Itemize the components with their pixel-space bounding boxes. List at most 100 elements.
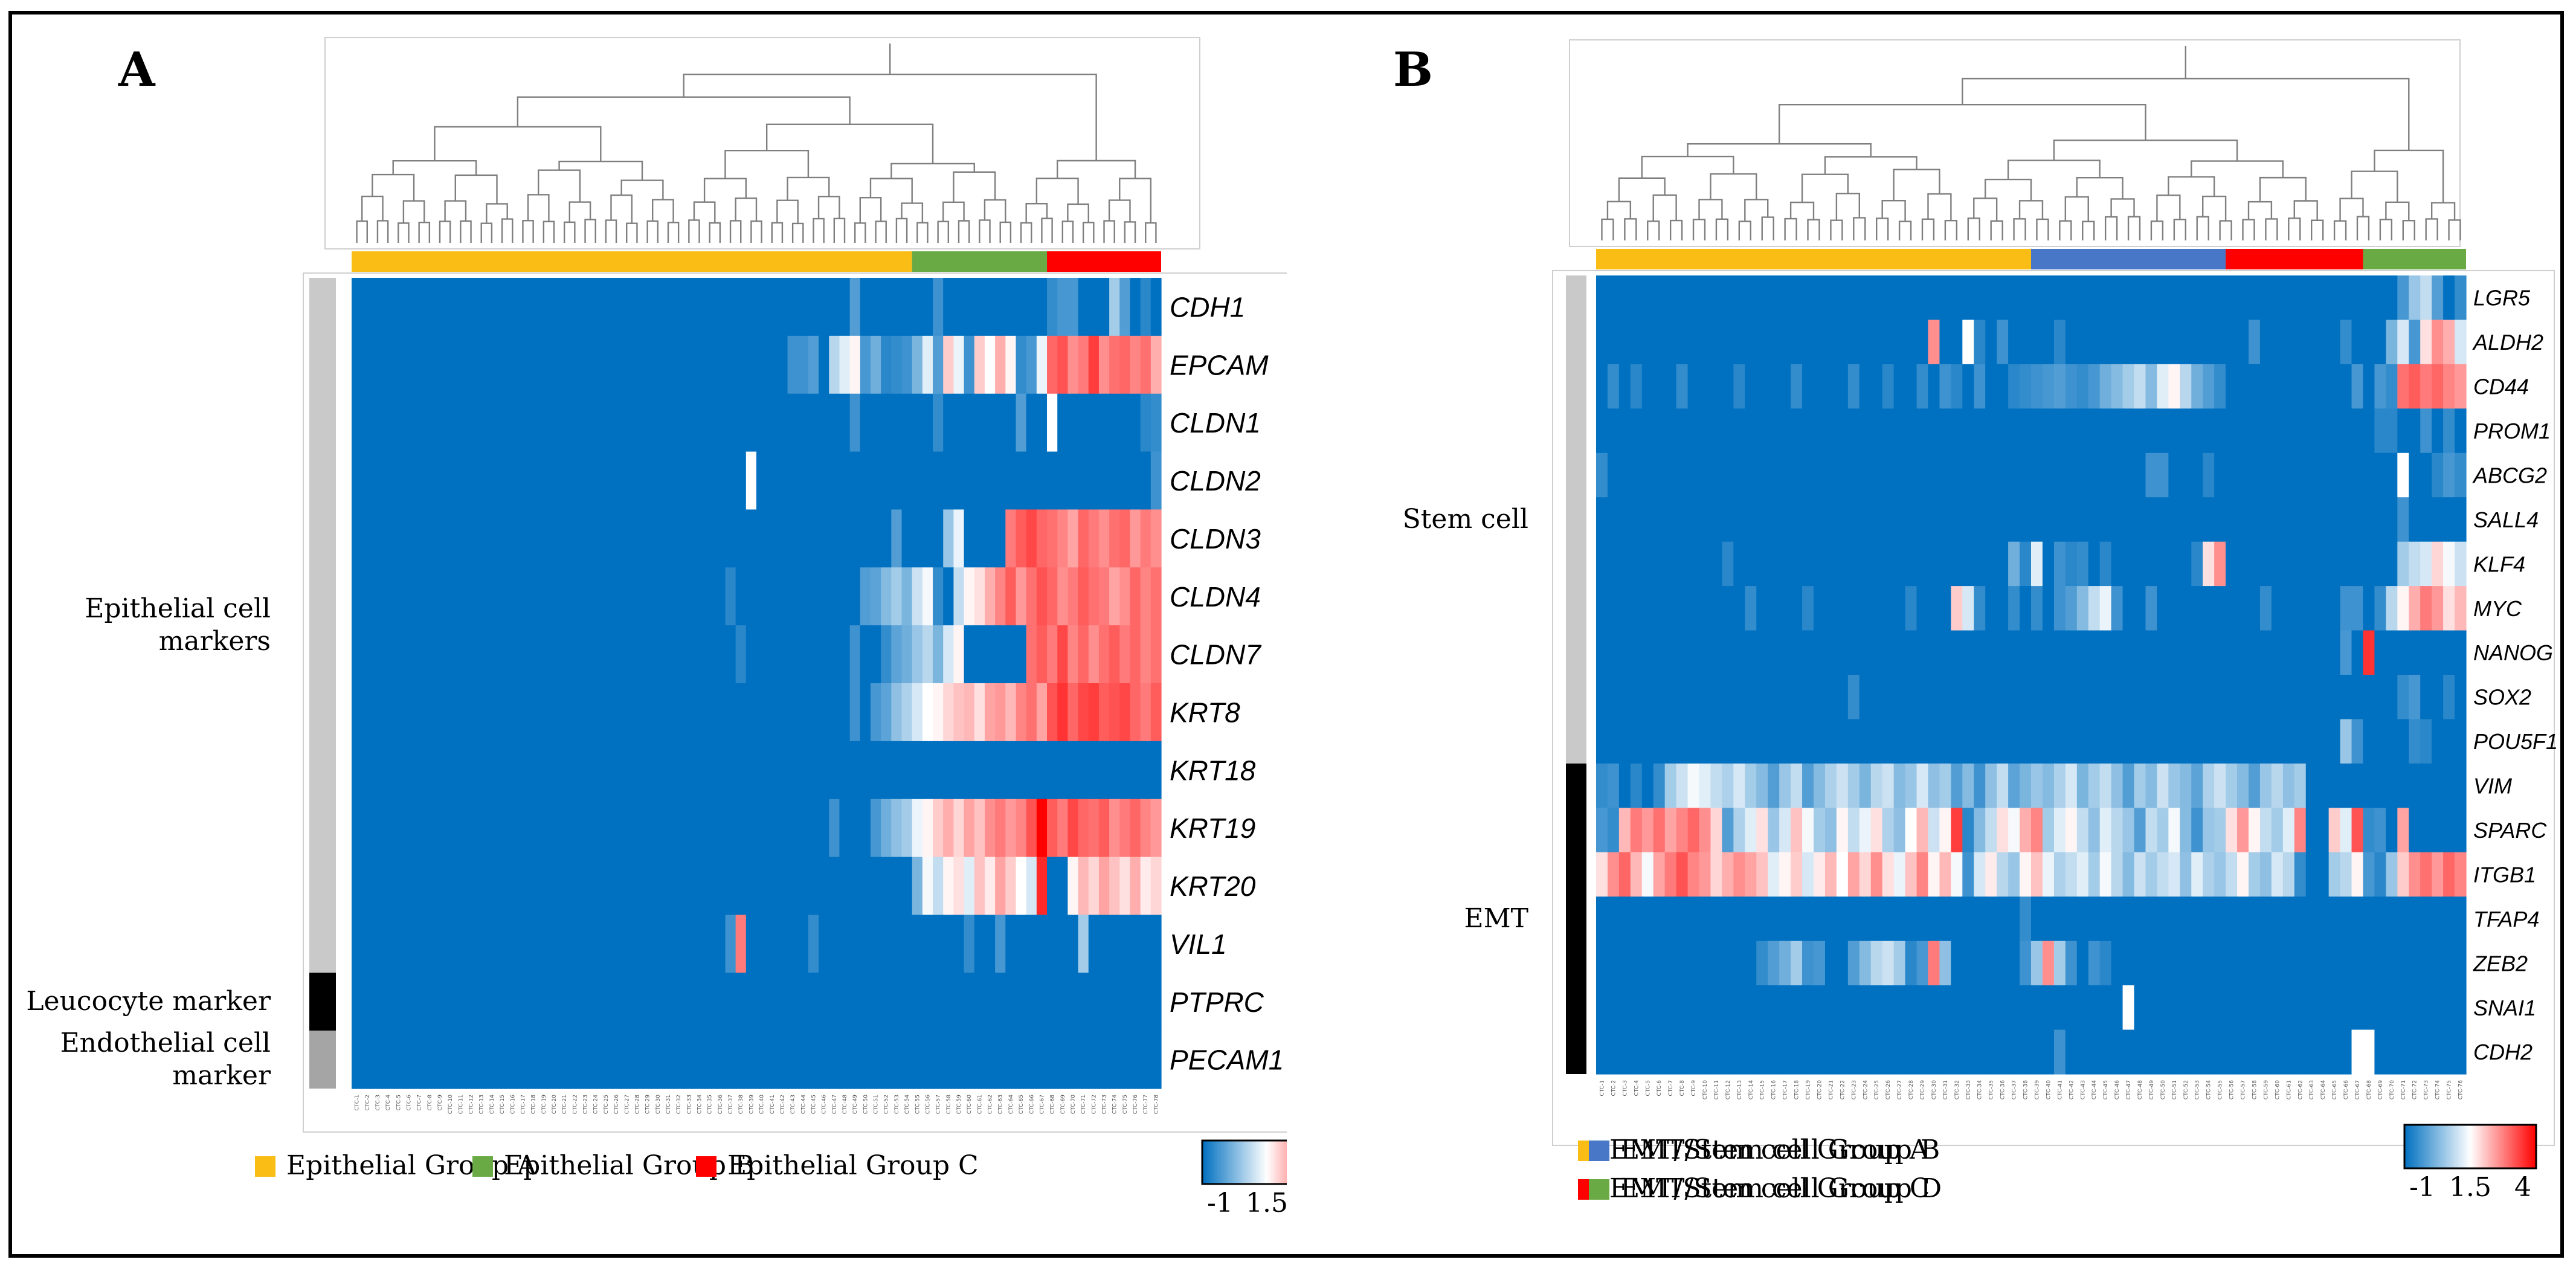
sample-label: CTC-26 [1885,1080,1892,1100]
heatmap-cell [1630,941,1643,986]
heatmap-cell [517,741,529,800]
heatmap-cell [953,335,965,394]
heatmap-cell [1974,1029,1986,1075]
heatmap-cell [1779,985,1791,1031]
heatmap-cell [1905,541,1918,587]
heatmap-cell [849,625,861,684]
heatmap-cell [2168,408,2180,454]
heatmap-cell [621,567,633,626]
dendrogram-branch [1801,173,1849,202]
heatmap-cell [517,915,529,973]
heatmap-cell [549,625,560,684]
heatmap-cell [891,915,903,973]
heatmap-cell [2191,941,2203,986]
heatmap-cell [901,741,913,800]
heatmap-cell [497,915,508,973]
heatmap-cell [1985,1029,1997,1075]
heatmap-cell [964,683,975,742]
heatmap-cell [2145,852,2158,897]
heatmap-cell [2249,586,2261,631]
heatmap-cell [621,393,633,452]
heatmap-cell [2386,630,2398,675]
heatmap-cell [2157,586,2169,631]
heatmap-cell [445,278,456,336]
heatmap-cell [2294,675,2307,720]
heatmap-cell [1824,586,1837,631]
heatmap-cell [1687,364,1700,409]
heatmap-cell [1745,586,1757,631]
heatmap-cell [673,451,684,510]
heatmap-cell [745,741,757,800]
heatmap-cell [1893,719,1906,764]
colorbar-step [2426,1125,2429,1168]
colorbar-step [2531,1125,2534,1168]
heatmap-cell [1664,985,1677,1031]
heatmap-cell [1779,408,1791,454]
heatmap-cell [579,451,591,510]
sample-label: CTC-9 [1691,1080,1697,1096]
heatmap-cell [1036,741,1048,800]
heatmap-cell [1150,799,1162,858]
heatmap-cell [2294,941,2307,986]
heatmap-cell [1974,497,1986,542]
heatmap-cell [881,973,892,1031]
heatmap-cell [601,915,612,973]
heatmap-cell [2145,630,2158,675]
heatmap-cell [819,799,829,858]
heatmap-cell [870,625,881,684]
heatmap-cell [2111,452,2124,498]
heatmap-cell [2191,408,2203,454]
dendrogram-branch [979,219,991,243]
heatmap-cell [1607,675,1620,720]
heatmap-cell [2397,941,2409,986]
heatmap-cell [922,393,933,452]
heatmap-cell [1150,625,1162,684]
heatmap-cell [1814,1029,1826,1075]
heatmap-cell [819,451,829,510]
sample-label: CTC-32 [676,1095,682,1114]
dendrogram-branch [2311,219,2324,240]
heatmap-cell [1824,985,1837,1031]
heatmap-cell [1939,896,1951,942]
heatmap-cell [1905,275,1918,321]
heatmap-cell [1974,408,1986,454]
heatmap-cell [2305,408,2318,454]
heatmap-cell [1710,941,1723,986]
heatmap-cell [1870,630,1883,675]
heatmap-cell [403,741,414,800]
heatmap-cell [2214,808,2226,853]
colorbar-step [1223,1141,1226,1184]
heatmap-cell [2432,630,2444,675]
heatmap-cell [881,335,892,394]
heatmap-cell [2214,1029,2226,1075]
heatmap-cell [2076,763,2089,808]
heatmap-cell [1699,630,1711,675]
heatmap-cell [2317,852,2330,897]
heatmap-cell [964,567,975,626]
heatmap-cell [1824,364,1837,409]
heatmap-cell [2214,763,2226,808]
heatmap-cell [642,509,653,568]
heatmap-cell [403,509,414,568]
heatmap-cell [860,1031,871,1089]
heatmap-cell [715,625,726,684]
heatmap-cell [2191,541,2203,587]
heatmap-cell [579,741,591,800]
heatmap-cell [797,509,809,568]
dendrogram-branch [2242,219,2255,240]
heatmap-cell [2191,320,2203,365]
heatmap-cell [1130,799,1141,858]
heatmap-cell [829,1031,840,1089]
heatmap-cell [549,1031,560,1089]
heatmap-cell [507,683,518,742]
dendrogram-branch [2018,200,2044,219]
heatmap-cell [1870,852,1883,897]
heatmap-cell [2145,586,2158,631]
heatmap-cell [2191,1029,2203,1075]
colorbar-step [2461,1125,2464,1168]
dendrogram-branch [787,176,830,201]
heatmap-cell [465,741,477,800]
sample-label: CTC-12 [469,1095,475,1114]
heatmap-cell [922,1031,933,1089]
heatmap-cell [943,973,955,1031]
